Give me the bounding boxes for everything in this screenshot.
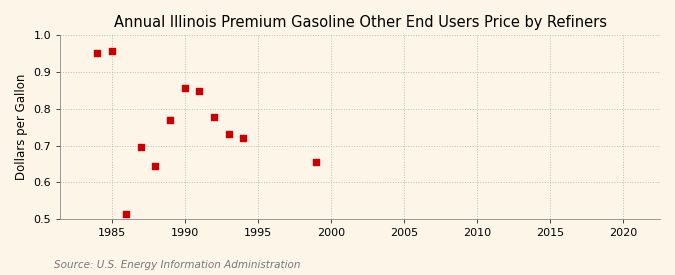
Point xyxy=(165,118,176,122)
Point xyxy=(136,144,146,149)
Point xyxy=(106,49,117,53)
Point xyxy=(311,160,322,164)
Title: Annual Illinois Premium Gasoline Other End Users Price by Refiners: Annual Illinois Premium Gasoline Other E… xyxy=(113,15,607,30)
Point xyxy=(194,89,205,93)
Point xyxy=(209,115,219,119)
Point xyxy=(92,51,103,56)
Point xyxy=(223,132,234,137)
Text: Source: U.S. Energy Information Administration: Source: U.S. Energy Information Administ… xyxy=(54,260,300,270)
Point xyxy=(180,86,190,90)
Point xyxy=(121,212,132,216)
Point xyxy=(150,164,161,169)
Y-axis label: Dollars per Gallon: Dollars per Gallon xyxy=(15,74,28,180)
Point xyxy=(238,136,248,140)
